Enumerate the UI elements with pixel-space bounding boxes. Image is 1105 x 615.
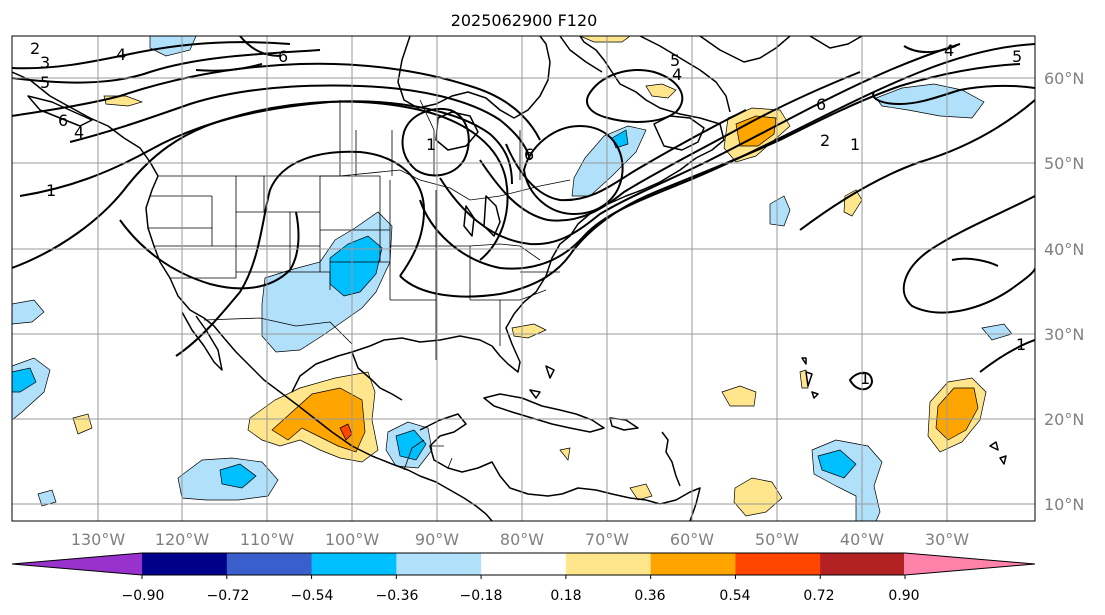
colorbar-swatch bbox=[820, 553, 906, 575]
contour-label: 1 bbox=[860, 369, 870, 388]
colorbar-swatch bbox=[735, 553, 821, 575]
lon-label: 90°W bbox=[415, 530, 459, 549]
contour-label: 4 bbox=[116, 45, 126, 64]
colorbar-extend-min bbox=[12, 553, 143, 575]
shade-negative-core bbox=[219, 463, 257, 489]
lat-label: 10°N bbox=[1044, 495, 1084, 514]
shade-positive bbox=[559, 447, 571, 461]
lat-label: 60°N bbox=[1044, 69, 1084, 88]
contour-label: 6 bbox=[524, 145, 534, 164]
latitude-labels: 60°N 50°N 40°N 30°N 20°N 10°N bbox=[1044, 69, 1084, 514]
contour-label: 1 bbox=[426, 135, 436, 154]
shade-positive-core bbox=[735, 115, 777, 147]
shading-layer bbox=[12, 36, 1013, 521]
shade-positive-core bbox=[271, 387, 366, 453]
shade-negative-core bbox=[395, 429, 427, 461]
shade-negative bbox=[37, 489, 57, 507]
map-border bbox=[11, 35, 1036, 522]
lat-label: 40°N bbox=[1044, 240, 1084, 259]
contour-label: 5 bbox=[670, 51, 680, 70]
colorbar-tick-labels: −0.90 −0.72 −0.54 −0.36 −0.18 0.18 0.36 … bbox=[122, 588, 920, 604]
shade-positive bbox=[645, 83, 677, 99]
coastlines bbox=[12, 36, 1007, 521]
contour-label: 1 bbox=[1016, 335, 1026, 354]
shade-negative bbox=[875, 83, 985, 119]
colorbar-extend-max bbox=[904, 553, 1035, 575]
lon-label: 40°W bbox=[840, 530, 884, 549]
map-title: 2025062900 F120 bbox=[451, 11, 598, 30]
contour-label: 4 bbox=[74, 123, 84, 142]
contour-labels: 2 3 4 5 6 6 4 1 1 5 4 6 2 1 4 5 6 1 1 bbox=[30, 39, 1026, 388]
lat-label: 20°N bbox=[1044, 410, 1084, 429]
colorbar-tick-label: 0.72 bbox=[803, 588, 834, 604]
colorbar bbox=[11, 552, 1036, 579]
contour-label: 2 bbox=[820, 131, 830, 150]
contour-label: 1 bbox=[850, 135, 860, 154]
shade-negative bbox=[769, 195, 791, 227]
lon-label: 80°W bbox=[500, 530, 544, 549]
colorbar-swatch bbox=[226, 553, 313, 575]
lon-label: 110°W bbox=[240, 530, 295, 549]
lon-label: 70°W bbox=[585, 530, 629, 549]
shade-negative-core bbox=[329, 235, 383, 297]
shade-negative-core bbox=[12, 367, 37, 393]
shade-negative bbox=[12, 299, 45, 325]
colorbar-swatch bbox=[565, 553, 652, 575]
map-frame bbox=[12, 36, 1035, 521]
shade-negative-core bbox=[817, 449, 857, 479]
lon-label: 30°W bbox=[925, 530, 969, 549]
colorbar-swatch bbox=[481, 553, 567, 575]
contour-label: 6 bbox=[816, 95, 826, 114]
colorbar-tick-label: 0.36 bbox=[634, 588, 665, 604]
colorbar-tick-label: 0.90 bbox=[888, 588, 919, 604]
shade-positive bbox=[629, 483, 653, 501]
contour-label: 3 bbox=[40, 53, 50, 72]
colorbar-swatch bbox=[650, 553, 736, 575]
colorbar-tick-label: 0.18 bbox=[550, 588, 581, 604]
longitude-labels: 130°W 120°W 110°W 100°W 90°W 80°W 70°W 6… bbox=[71, 530, 969, 549]
colorbar-tick-label: 0.54 bbox=[719, 588, 750, 604]
graticule bbox=[12, 36, 1035, 521]
colorbar-swatch bbox=[142, 553, 228, 575]
lon-label: 100°W bbox=[325, 530, 380, 549]
contour-label: 4 bbox=[944, 41, 954, 60]
contour-label: 5 bbox=[40, 73, 50, 92]
lon-label: 60°W bbox=[670, 530, 714, 549]
shade-positive bbox=[721, 385, 757, 407]
lat-label: 50°N bbox=[1044, 154, 1084, 173]
contour-label: 6 bbox=[278, 47, 288, 66]
contour-label: 6 bbox=[58, 111, 68, 130]
colorbar-tick-label: −0.18 bbox=[460, 588, 503, 604]
contour-label: 4 bbox=[672, 65, 682, 84]
colorbar-swatch bbox=[396, 553, 482, 575]
lon-label: 130°W bbox=[71, 530, 126, 549]
lon-label: 120°W bbox=[155, 530, 210, 549]
lat-label: 30°N bbox=[1044, 325, 1084, 344]
shade-positive bbox=[579, 36, 631, 43]
lon-label: 50°W bbox=[755, 530, 799, 549]
colorbar-tick-label: −0.54 bbox=[291, 588, 334, 604]
colorbar-tick-label: −0.36 bbox=[376, 588, 419, 604]
contour-label: 1 bbox=[46, 181, 56, 200]
contour-label: 5 bbox=[1012, 47, 1022, 66]
colorbar-tick-label: −0.72 bbox=[207, 588, 250, 604]
contour-label: 2 bbox=[30, 39, 40, 58]
colorbar-tick-label: −0.90 bbox=[122, 588, 165, 604]
colorbar-swatch bbox=[311, 553, 397, 575]
